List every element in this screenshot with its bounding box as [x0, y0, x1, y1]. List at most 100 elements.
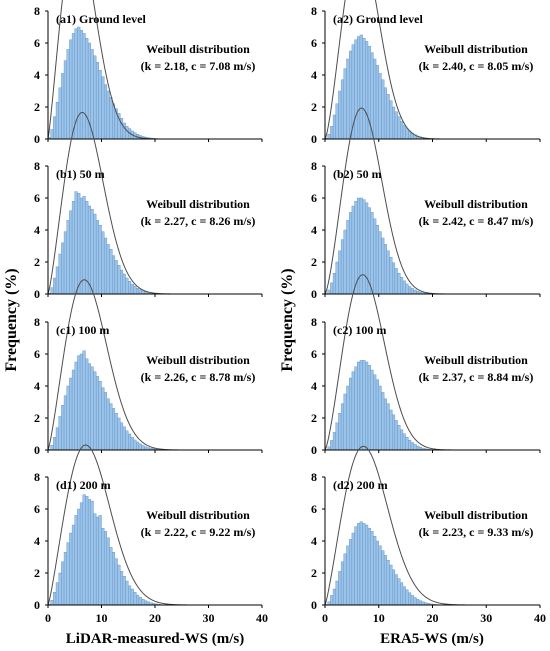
y-tick-label: 8	[34, 159, 40, 173]
histogram-bar	[381, 392, 385, 451]
histogram-bar	[370, 369, 374, 451]
histogram-bar	[103, 237, 108, 295]
histogram-bar	[77, 192, 81, 295]
histogram-bar	[386, 250, 390, 295]
histogram-bar	[335, 422, 339, 451]
histogram-bar	[109, 97, 113, 140]
x-tick-label: 30	[203, 611, 215, 625]
histogram-bar	[77, 26, 81, 140]
histogram-bar	[101, 387, 105, 451]
histogram-bar	[354, 366, 358, 451]
weibull-title: Weibull distribution	[424, 42, 528, 56]
panel-8: 0 2 4 6 8 0 10 20 30 40 (d2) 200 m Weibull distribu…	[311, 445, 546, 625]
weibull-params: (k = 2.37, c = 8.84 m/s)	[419, 370, 534, 384]
panel-label: (c1) 100 m	[56, 323, 109, 337]
histogram-bar	[362, 199, 366, 295]
histogram-bar	[61, 73, 65, 140]
histogram-bar	[103, 84, 108, 140]
histogram-bar	[389, 100, 393, 140]
histogram-bar	[93, 213, 97, 295]
histogram-bar	[130, 437, 134, 451]
y-tick-label: 0	[311, 132, 317, 146]
histogram-bar	[357, 361, 361, 451]
histogram-bar	[391, 569, 396, 606]
histogram-bar	[373, 218, 377, 295]
histogram-bar	[354, 200, 358, 295]
histogram-bar	[66, 49, 70, 140]
histogram-bar	[138, 289, 142, 295]
weibull-params: (k = 2.26, c = 8.78 m/s)	[141, 370, 256, 384]
panel-1: 0 2 4 6 8 (a1) Ground level Weibull distributi…	[34, 0, 263, 146]
histogram-bar	[106, 244, 110, 295]
histogram-bar	[335, 261, 339, 295]
y-tick-label: 8	[34, 470, 40, 484]
histogram-bar	[370, 531, 374, 606]
histogram-bar	[400, 429, 404, 451]
histogram-bar	[370, 212, 374, 295]
histogram-bar	[340, 79, 345, 140]
histogram-bar	[111, 552, 116, 606]
histogram-bar	[373, 536, 377, 606]
histogram-bar	[141, 599, 145, 606]
histogram-bar	[375, 65, 379, 140]
histogram-bar	[394, 574, 398, 606]
histogram-bar	[383, 555, 388, 606]
histogram-bar	[338, 250, 342, 295]
histogram-bar	[370, 52, 374, 140]
y-tick-label: 2	[311, 100, 317, 114]
histogram-bar	[346, 58, 350, 140]
histogram-bar	[111, 408, 116, 451]
histogram-bar	[397, 425, 401, 451]
histogram-bar	[357, 523, 361, 606]
histogram-bar	[413, 597, 417, 606]
histogram-bar	[53, 116, 57, 140]
histogram-bar	[61, 561, 65, 606]
histogram-bar	[93, 513, 97, 606]
histogram-bar	[408, 286, 412, 295]
histogram-bar	[394, 111, 398, 140]
histogram-bar	[397, 116, 401, 140]
histogram-bar	[87, 205, 92, 295]
histogram-bar	[55, 582, 59, 606]
histogram-bar	[58, 416, 62, 451]
histogram-bar	[71, 33, 75, 140]
histogram-bar	[74, 515, 78, 606]
histogram-bar	[346, 545, 350, 606]
y-tick-label: 0	[311, 443, 317, 457]
histogram-bar	[77, 508, 81, 606]
histogram-bar	[383, 398, 388, 451]
histogram-bar	[338, 571, 342, 606]
histogram-bar	[133, 592, 137, 606]
y-tick-label: 4	[311, 223, 317, 237]
histogram-bar	[381, 79, 385, 140]
x-tick-label: 40	[534, 611, 546, 625]
histogram-bar	[391, 414, 396, 451]
histogram-bar	[55, 427, 59, 451]
x-tick-label: 30	[480, 611, 492, 625]
y-tick-label: 4	[34, 223, 40, 237]
panel-label: (b1) 50 m	[56, 167, 105, 181]
histogram-bar	[327, 289, 331, 295]
histogram-bar	[106, 537, 110, 606]
histogram-bar	[55, 101, 59, 140]
histogram-bar	[114, 413, 118, 451]
histogram-bar	[82, 494, 86, 606]
histogram-bar	[348, 212, 353, 295]
histogram-bar	[106, 398, 110, 451]
panels-group: 0 2 4 6 8 (a1) Ground level Weibull distributi…	[34, 0, 546, 625]
histogram-bar	[332, 432, 336, 451]
histogram-bar	[69, 210, 73, 295]
y-tick-label: 0	[34, 287, 40, 301]
histogram-bar	[330, 595, 334, 606]
histogram-bar	[111, 103, 116, 140]
y-tick-label: 0	[311, 287, 317, 301]
histogram-bar	[375, 379, 379, 451]
histogram-bar	[394, 268, 398, 295]
y-tick-label: 2	[311, 255, 317, 269]
histogram-bar	[50, 129, 54, 140]
y-tick-label: 0	[311, 598, 317, 612]
panel-5: 0 2 4 6 8 (c1) 100 m Weibull distribution (k = …	[34, 279, 263, 457]
y-tick-label: 6	[311, 191, 317, 205]
histogram-bar	[408, 592, 412, 606]
histogram-bar	[63, 231, 67, 295]
